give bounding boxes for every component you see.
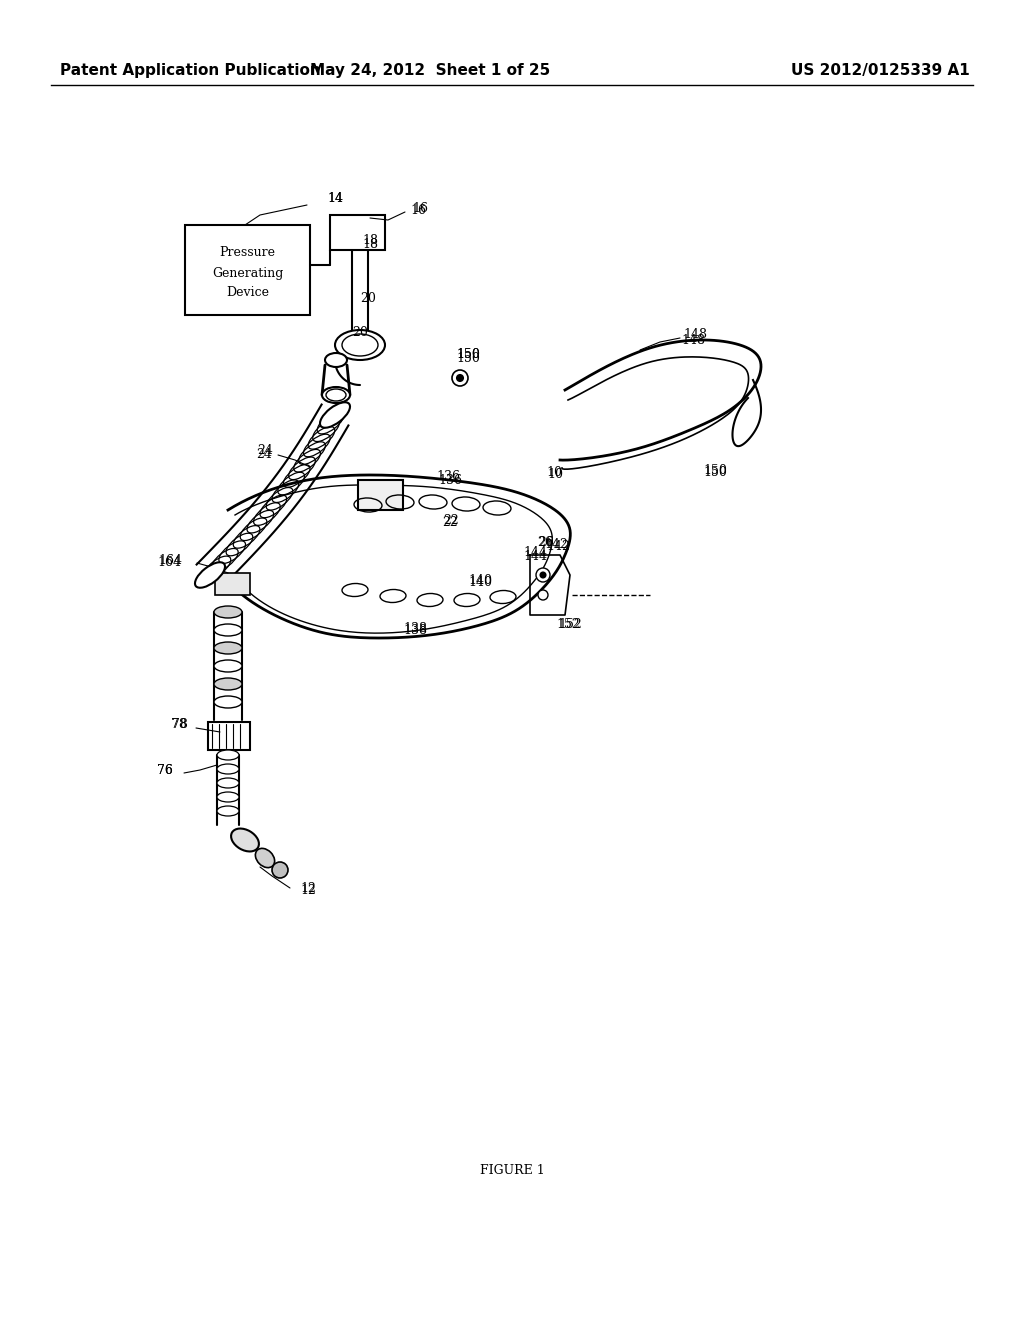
- Ellipse shape: [217, 764, 239, 774]
- Text: 16: 16: [412, 202, 428, 214]
- Bar: [215, 573, 250, 595]
- Circle shape: [538, 590, 548, 601]
- Ellipse shape: [195, 562, 225, 587]
- Text: 140: 140: [468, 576, 492, 589]
- Text: 12: 12: [300, 882, 316, 895]
- Text: 150: 150: [456, 351, 480, 364]
- Text: 24: 24: [256, 449, 272, 462]
- Text: 152: 152: [558, 619, 582, 631]
- Ellipse shape: [214, 624, 242, 636]
- Text: Patent Application Publication: Patent Application Publication: [60, 62, 321, 78]
- Text: 20: 20: [360, 292, 376, 305]
- Text: 164: 164: [157, 556, 181, 569]
- Text: 78: 78: [171, 718, 187, 730]
- Ellipse shape: [231, 829, 259, 851]
- Text: 150: 150: [703, 466, 727, 479]
- Ellipse shape: [325, 352, 347, 367]
- Text: 26: 26: [537, 536, 553, 549]
- Ellipse shape: [214, 678, 242, 690]
- Text: US 2012/0125339 A1: US 2012/0125339 A1: [792, 62, 970, 78]
- Bar: [358, 480, 403, 510]
- Text: 144: 144: [523, 549, 547, 562]
- Text: 14: 14: [327, 191, 343, 205]
- Text: 20: 20: [352, 326, 368, 338]
- Ellipse shape: [217, 792, 239, 803]
- Text: 18: 18: [362, 234, 378, 247]
- Ellipse shape: [217, 807, 239, 816]
- Text: 76: 76: [157, 763, 173, 776]
- Text: 148: 148: [681, 334, 705, 346]
- Text: 136: 136: [438, 474, 462, 487]
- Text: 138: 138: [403, 622, 427, 635]
- Text: 78: 78: [172, 718, 188, 731]
- Text: 150: 150: [703, 463, 727, 477]
- Text: 22: 22: [442, 516, 458, 528]
- Text: Device: Device: [226, 285, 269, 298]
- Text: 152: 152: [556, 619, 580, 631]
- Text: 24: 24: [257, 444, 273, 457]
- Text: 140: 140: [468, 573, 492, 586]
- Text: 144: 144: [523, 545, 547, 558]
- Text: Generating: Generating: [212, 267, 284, 280]
- Text: 10: 10: [547, 469, 563, 482]
- Text: 26: 26: [538, 536, 554, 549]
- Ellipse shape: [322, 387, 350, 403]
- Ellipse shape: [335, 330, 385, 360]
- Text: 76: 76: [157, 763, 173, 776]
- Ellipse shape: [214, 606, 242, 618]
- Text: 10: 10: [546, 466, 562, 479]
- Ellipse shape: [217, 777, 239, 788]
- Text: 136: 136: [436, 470, 460, 483]
- Text: 164: 164: [158, 553, 182, 566]
- Ellipse shape: [214, 642, 242, 653]
- Bar: [208, 722, 250, 750]
- Text: FIGURE 1: FIGURE 1: [479, 1163, 545, 1176]
- Ellipse shape: [214, 660, 242, 672]
- Text: 12: 12: [300, 883, 316, 896]
- Text: 148: 148: [683, 329, 707, 342]
- Ellipse shape: [217, 750, 239, 760]
- Text: Pressure: Pressure: [219, 247, 275, 260]
- Text: 16: 16: [410, 203, 426, 216]
- Ellipse shape: [255, 849, 274, 867]
- Bar: [330, 215, 385, 249]
- Bar: [185, 224, 310, 315]
- Text: 150: 150: [456, 348, 480, 362]
- Ellipse shape: [319, 403, 350, 428]
- Circle shape: [452, 370, 468, 385]
- Circle shape: [536, 568, 550, 582]
- Text: 142: 142: [546, 540, 570, 553]
- Text: 142: 142: [544, 539, 568, 552]
- Text: 18: 18: [362, 239, 378, 252]
- Circle shape: [541, 573, 546, 578]
- Ellipse shape: [214, 696, 242, 708]
- Text: May 24, 2012  Sheet 1 of 25: May 24, 2012 Sheet 1 of 25: [310, 62, 550, 78]
- Text: 138: 138: [403, 623, 427, 636]
- Text: 14: 14: [327, 191, 343, 205]
- Circle shape: [272, 862, 288, 878]
- Circle shape: [457, 375, 463, 381]
- Text: 150: 150: [456, 348, 480, 362]
- Text: 22: 22: [443, 513, 459, 527]
